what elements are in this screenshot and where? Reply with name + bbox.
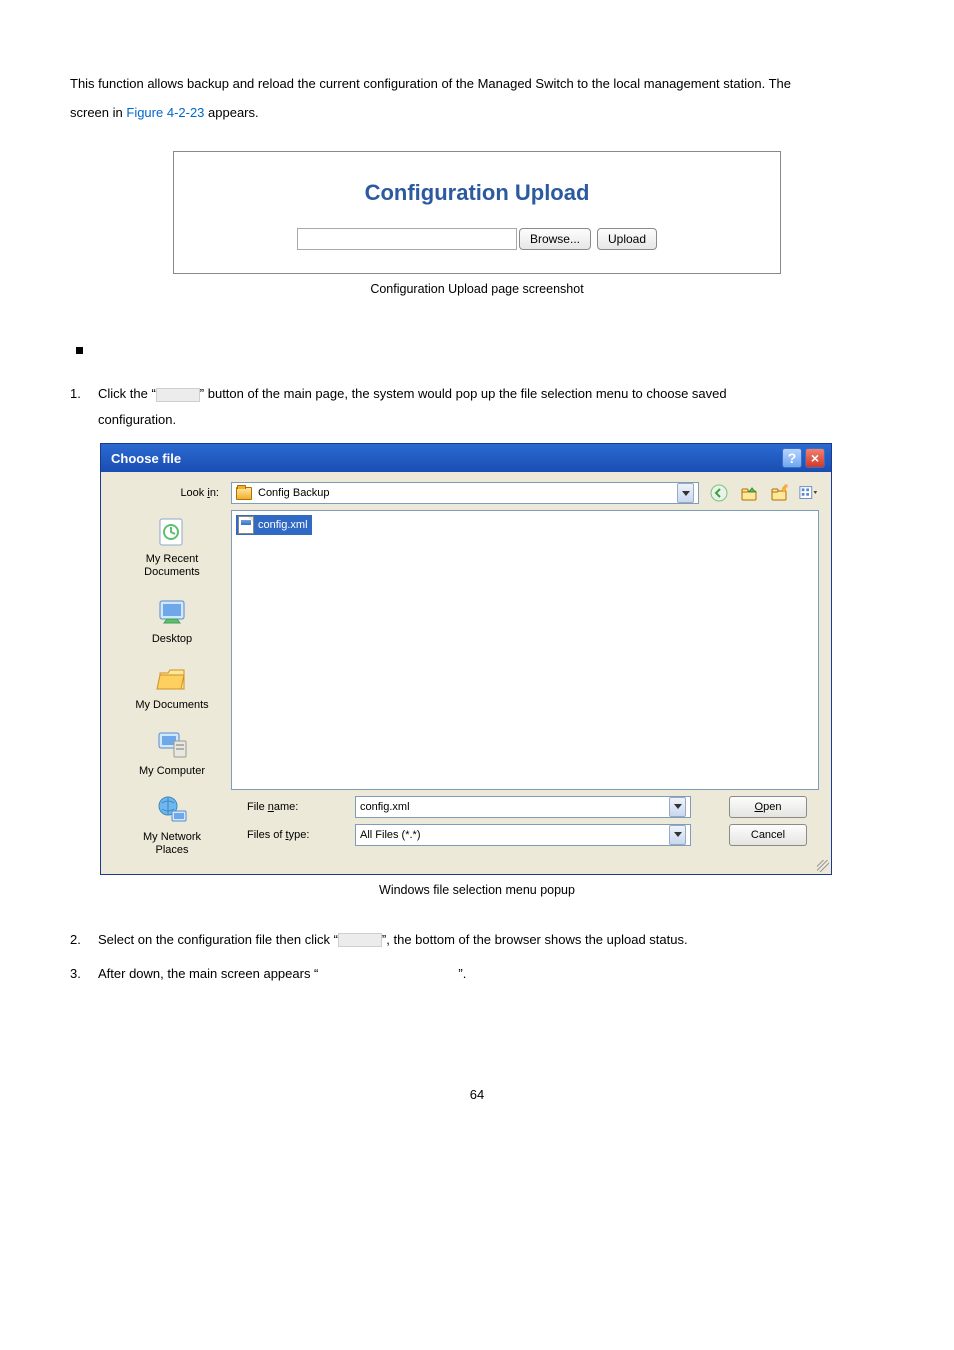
file-item-label: config.xml: [258, 519, 308, 531]
help-icon[interactable]: ?: [782, 448, 802, 468]
file-item-selected[interactable]: config.xml: [236, 515, 312, 535]
config-upload-title: Configuration Upload: [194, 180, 760, 206]
step-1-num: 1.: [70, 381, 98, 433]
place-mydocs-label: My Documents: [135, 699, 208, 712]
upload-file-input[interactable]: [297, 228, 517, 250]
step-2: 2. Select on the configuration file then…: [70, 927, 884, 953]
step-3: 3. After down, the main screen appears “…: [70, 961, 884, 987]
upload-caption: Configuration Upload page screenshot: [70, 282, 884, 296]
step-1-cont: configuration.: [98, 412, 176, 427]
lookin-row: Look in: Config Backup: [101, 472, 831, 510]
step-1-prefix: Click the “: [98, 386, 156, 401]
xml-file-icon: [238, 516, 254, 534]
filename-input[interactable]: config.xml: [355, 796, 691, 818]
step-1: 1. Click the “ ” button of the main page,…: [70, 381, 884, 433]
figure-link[interactable]: Figure 4-2-23: [126, 105, 204, 120]
dropdown-arrow-icon[interactable]: [677, 483, 694, 503]
filename-dropdown-icon[interactable]: [669, 797, 686, 817]
lookin-value: Config Backup: [258, 487, 330, 499]
up-one-level-icon[interactable]: [739, 483, 759, 503]
folder-icon: [236, 487, 252, 500]
place-desktop[interactable]: Desktop: [152, 594, 192, 646]
step-3-num: 3.: [70, 961, 98, 987]
lookin-label: Look in:: [180, 487, 219, 499]
view-menu-icon[interactable]: [799, 483, 819, 503]
filetype-value: All Files (*.*): [360, 829, 669, 841]
step1-inline-slot: [156, 388, 200, 402]
filetype-dropdown-icon[interactable]: [669, 825, 686, 845]
step-2-prefix: Select on the configuration file then cl…: [98, 932, 338, 947]
open-button[interactable]: Open: [729, 796, 807, 818]
filetype-combobox[interactable]: All Files (*.*): [355, 824, 691, 846]
intro-line2-suffix: appears.: [204, 105, 258, 120]
place-mynet[interactable]: My NetworkPlaces: [143, 792, 201, 857]
browse-button[interactable]: Browse...: [519, 228, 591, 250]
new-folder-icon[interactable]: [769, 483, 789, 503]
page-number: 64: [70, 1087, 884, 1102]
intro-line2-prefix: screen in: [70, 105, 126, 120]
step-3-suffix: ”.: [458, 966, 466, 981]
place-mynet-label: My NetworkPlaces: [143, 831, 201, 857]
choose-file-dialog: Choose file ? × Look in: Config Backup: [100, 443, 832, 874]
dialog-title-text: Choose file: [111, 451, 181, 466]
cancel-button[interactable]: Cancel: [729, 824, 807, 846]
step2-inline-slot: [338, 933, 382, 947]
resize-grip-icon[interactable]: [817, 860, 829, 872]
lookin-combobox[interactable]: Config Backup: [231, 482, 699, 504]
places-bar: My RecentDocuments Desktop My Documents …: [113, 510, 231, 861]
place-mydocs[interactable]: My Documents: [135, 660, 208, 712]
filename-label: File name:: [247, 801, 298, 813]
config-upload-frame: Configuration Upload Browse... Upload: [173, 151, 781, 274]
intro-line1: This function allows backup and reload t…: [70, 76, 791, 91]
square-bullet-icon: [76, 347, 83, 354]
place-recent[interactable]: My RecentDocuments: [144, 514, 200, 579]
close-icon[interactable]: ×: [805, 448, 825, 468]
place-recent-label: My RecentDocuments: [144, 553, 200, 579]
step-1-suffix: ” button of the main page, the system wo…: [200, 386, 727, 401]
section-bullet: [70, 342, 884, 357]
place-mycomp-label: My Computer: [139, 765, 205, 778]
place-mycomp[interactable]: My Computer: [139, 726, 205, 778]
step-2-num: 2.: [70, 927, 98, 953]
back-icon[interactable]: [709, 483, 729, 503]
dialog-titlebar: Choose file ? ×: [101, 444, 831, 472]
file-list-panel[interactable]: config.xml: [231, 510, 819, 789]
dialog-caption: Windows file selection menu popup: [70, 883, 884, 897]
step-2-suffix: ”, the bottom of the browser shows the u…: [382, 932, 688, 947]
upload-button[interactable]: Upload: [597, 228, 657, 250]
filename-value: config.xml: [360, 801, 669, 813]
place-desktop-label: Desktop: [152, 633, 192, 646]
filetype-label: Files of type:: [247, 829, 309, 841]
intro-paragraph: This function allows backup and reload t…: [70, 70, 884, 127]
step-3-text: After down, the main screen appears “: [98, 966, 318, 981]
